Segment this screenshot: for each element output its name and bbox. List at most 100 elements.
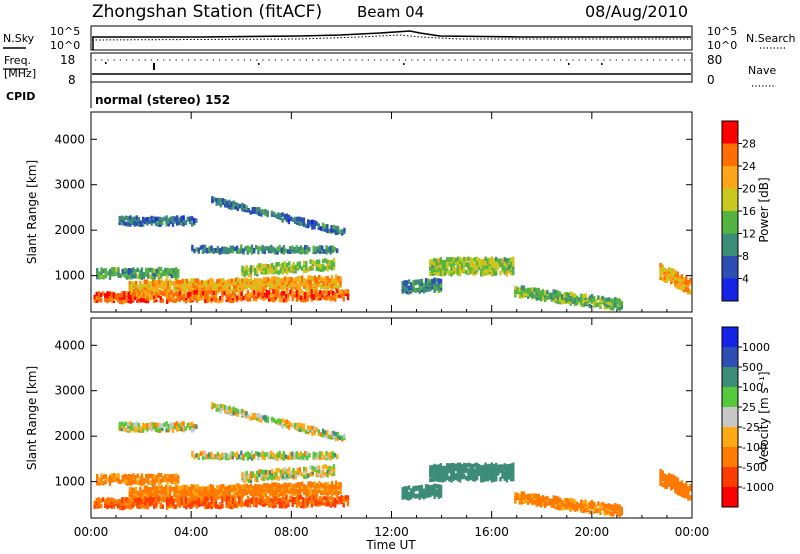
heatmap-cell: [590, 500, 594, 505]
heatmap-cell: [197, 247, 200, 252]
heatmap-cell: [127, 291, 130, 297]
heatmap-cell: [274, 295, 277, 300]
heatmap-cell: [326, 434, 329, 440]
heatmap-cell: [322, 281, 325, 287]
heatmap-cell: [258, 281, 261, 287]
heatmap-cell: [407, 496, 411, 501]
heatmap-cell: [488, 463, 492, 469]
heatmap-cell: [229, 504, 233, 510]
heatmap-cell: [224, 280, 227, 285]
heatmap-cell: [110, 478, 114, 483]
heatmap-cell: [548, 498, 551, 503]
heatmap-cell: [309, 426, 312, 431]
heatmap-cell: [277, 277, 280, 282]
heatmap-cell: [505, 464, 509, 469]
heatmap-cell: [193, 293, 196, 299]
heatmap-cell: [208, 454, 211, 460]
heatmap-cell: [206, 504, 209, 509]
heatmap-cell: [433, 463, 436, 469]
heatmap-cell: [544, 503, 547, 508]
heatmap-cell: [441, 475, 445, 481]
heatmap-cell: [326, 430, 329, 435]
heatmap-cell: [262, 281, 266, 286]
heatmap-cell: [199, 245, 203, 250]
heatmap-cell: [260, 267, 263, 272]
heatmap-cell: [321, 294, 324, 300]
heatmap-cell: [199, 451, 203, 456]
heatmap-cell: [116, 503, 120, 508]
heatmap-cell: [279, 491, 283, 497]
heatmap-cell: [153, 268, 156, 274]
heatmap-cell: [241, 278, 244, 283]
heatmap-cell: [584, 499, 587, 504]
heatmap-cell: [108, 291, 111, 296]
heatmap-cell: [315, 492, 319, 498]
heatmap-cell: [321, 222, 325, 228]
heatmap-cell: [295, 454, 298, 460]
heatmap-cell: [571, 502, 575, 508]
velocity-colorbar-label: Velocity [m s⁻¹]: [757, 371, 771, 464]
heatmap-cell: [110, 504, 113, 509]
heatmap-cell: [405, 289, 409, 295]
heatmap-cell: [161, 298, 164, 303]
y-tick-label: 4000: [54, 338, 85, 352]
heatmap-cell: [258, 263, 261, 268]
heatmap-cell: [330, 274, 334, 280]
heatmap-cell: [116, 293, 120, 298]
heatmap-cell: [136, 274, 139, 280]
heatmap-cell: [535, 290, 538, 296]
x-axis-ticks: 00:00 04:00 08:00 12:00 16:00 20:00 00:00: [74, 112, 709, 539]
heatmap-cell: [93, 294, 96, 300]
heatmap-cell: [155, 295, 158, 300]
heatmap-cell: [258, 469, 261, 474]
heatmap-cell: [204, 498, 207, 504]
heatmap-cell: [499, 258, 502, 263]
heatmap-cell: [467, 256, 470, 262]
heatmap-cell: [435, 471, 438, 476]
heatmap-cell: [313, 220, 316, 225]
heatmap-cell: [420, 287, 424, 293]
heatmap-cell: [259, 497, 262, 502]
noise-sky-trace: [92, 30, 691, 38]
heatmap-cell: [303, 466, 306, 472]
heatmap-cell: [197, 497, 201, 503]
heatmap-cell: [161, 423, 164, 428]
heatmap-cell: [123, 473, 127, 479]
heatmap-cell: [319, 432, 323, 437]
heatmap-cell: [297, 502, 301, 507]
heatmap-cell: [138, 294, 141, 300]
heatmap-cell: [484, 268, 487, 273]
heatmap-cell: [659, 275, 662, 280]
heatmap-cell: [266, 470, 270, 475]
heatmap-cell: [283, 472, 287, 478]
heatmap-cell: [300, 217, 303, 222]
heatmap-cell: [199, 499, 203, 504]
heatmap-cell: [319, 295, 322, 301]
heatmap-cell: [495, 256, 498, 262]
heatmap-cell: [582, 294, 585, 299]
heatmap-cell: [241, 484, 244, 489]
heatmap-cell: [554, 289, 557, 295]
heatmap-cell: [282, 291, 286, 296]
heatmap-cell: [146, 219, 149, 224]
heatmap-cell: [242, 501, 245, 507]
heatmap-cell: [550, 498, 553, 504]
heatmap-cell: [164, 279, 168, 284]
heatmap-cell: [159, 216, 162, 222]
heatmap-cell: [210, 245, 213, 250]
heatmap-cell: [249, 471, 253, 476]
heatmap-cell: [159, 502, 162, 507]
heatmap-cell: [245, 277, 248, 283]
heatmap-cell: [338, 435, 342, 441]
heatmap-cell: [401, 490, 404, 496]
heatmap-cell: [331, 502, 335, 507]
heatmap-cell: [253, 290, 256, 295]
heatmap-cell: [132, 494, 136, 500]
heatmap-cell: [302, 297, 305, 303]
heatmap-cell: [225, 249, 228, 255]
heatmap-cell: [674, 270, 677, 275]
heatmap-cell: [556, 290, 560, 295]
heatmap-cell: [290, 422, 293, 427]
heatmap-cell: [198, 486, 202, 492]
heatmap-cell: [260, 281, 263, 287]
